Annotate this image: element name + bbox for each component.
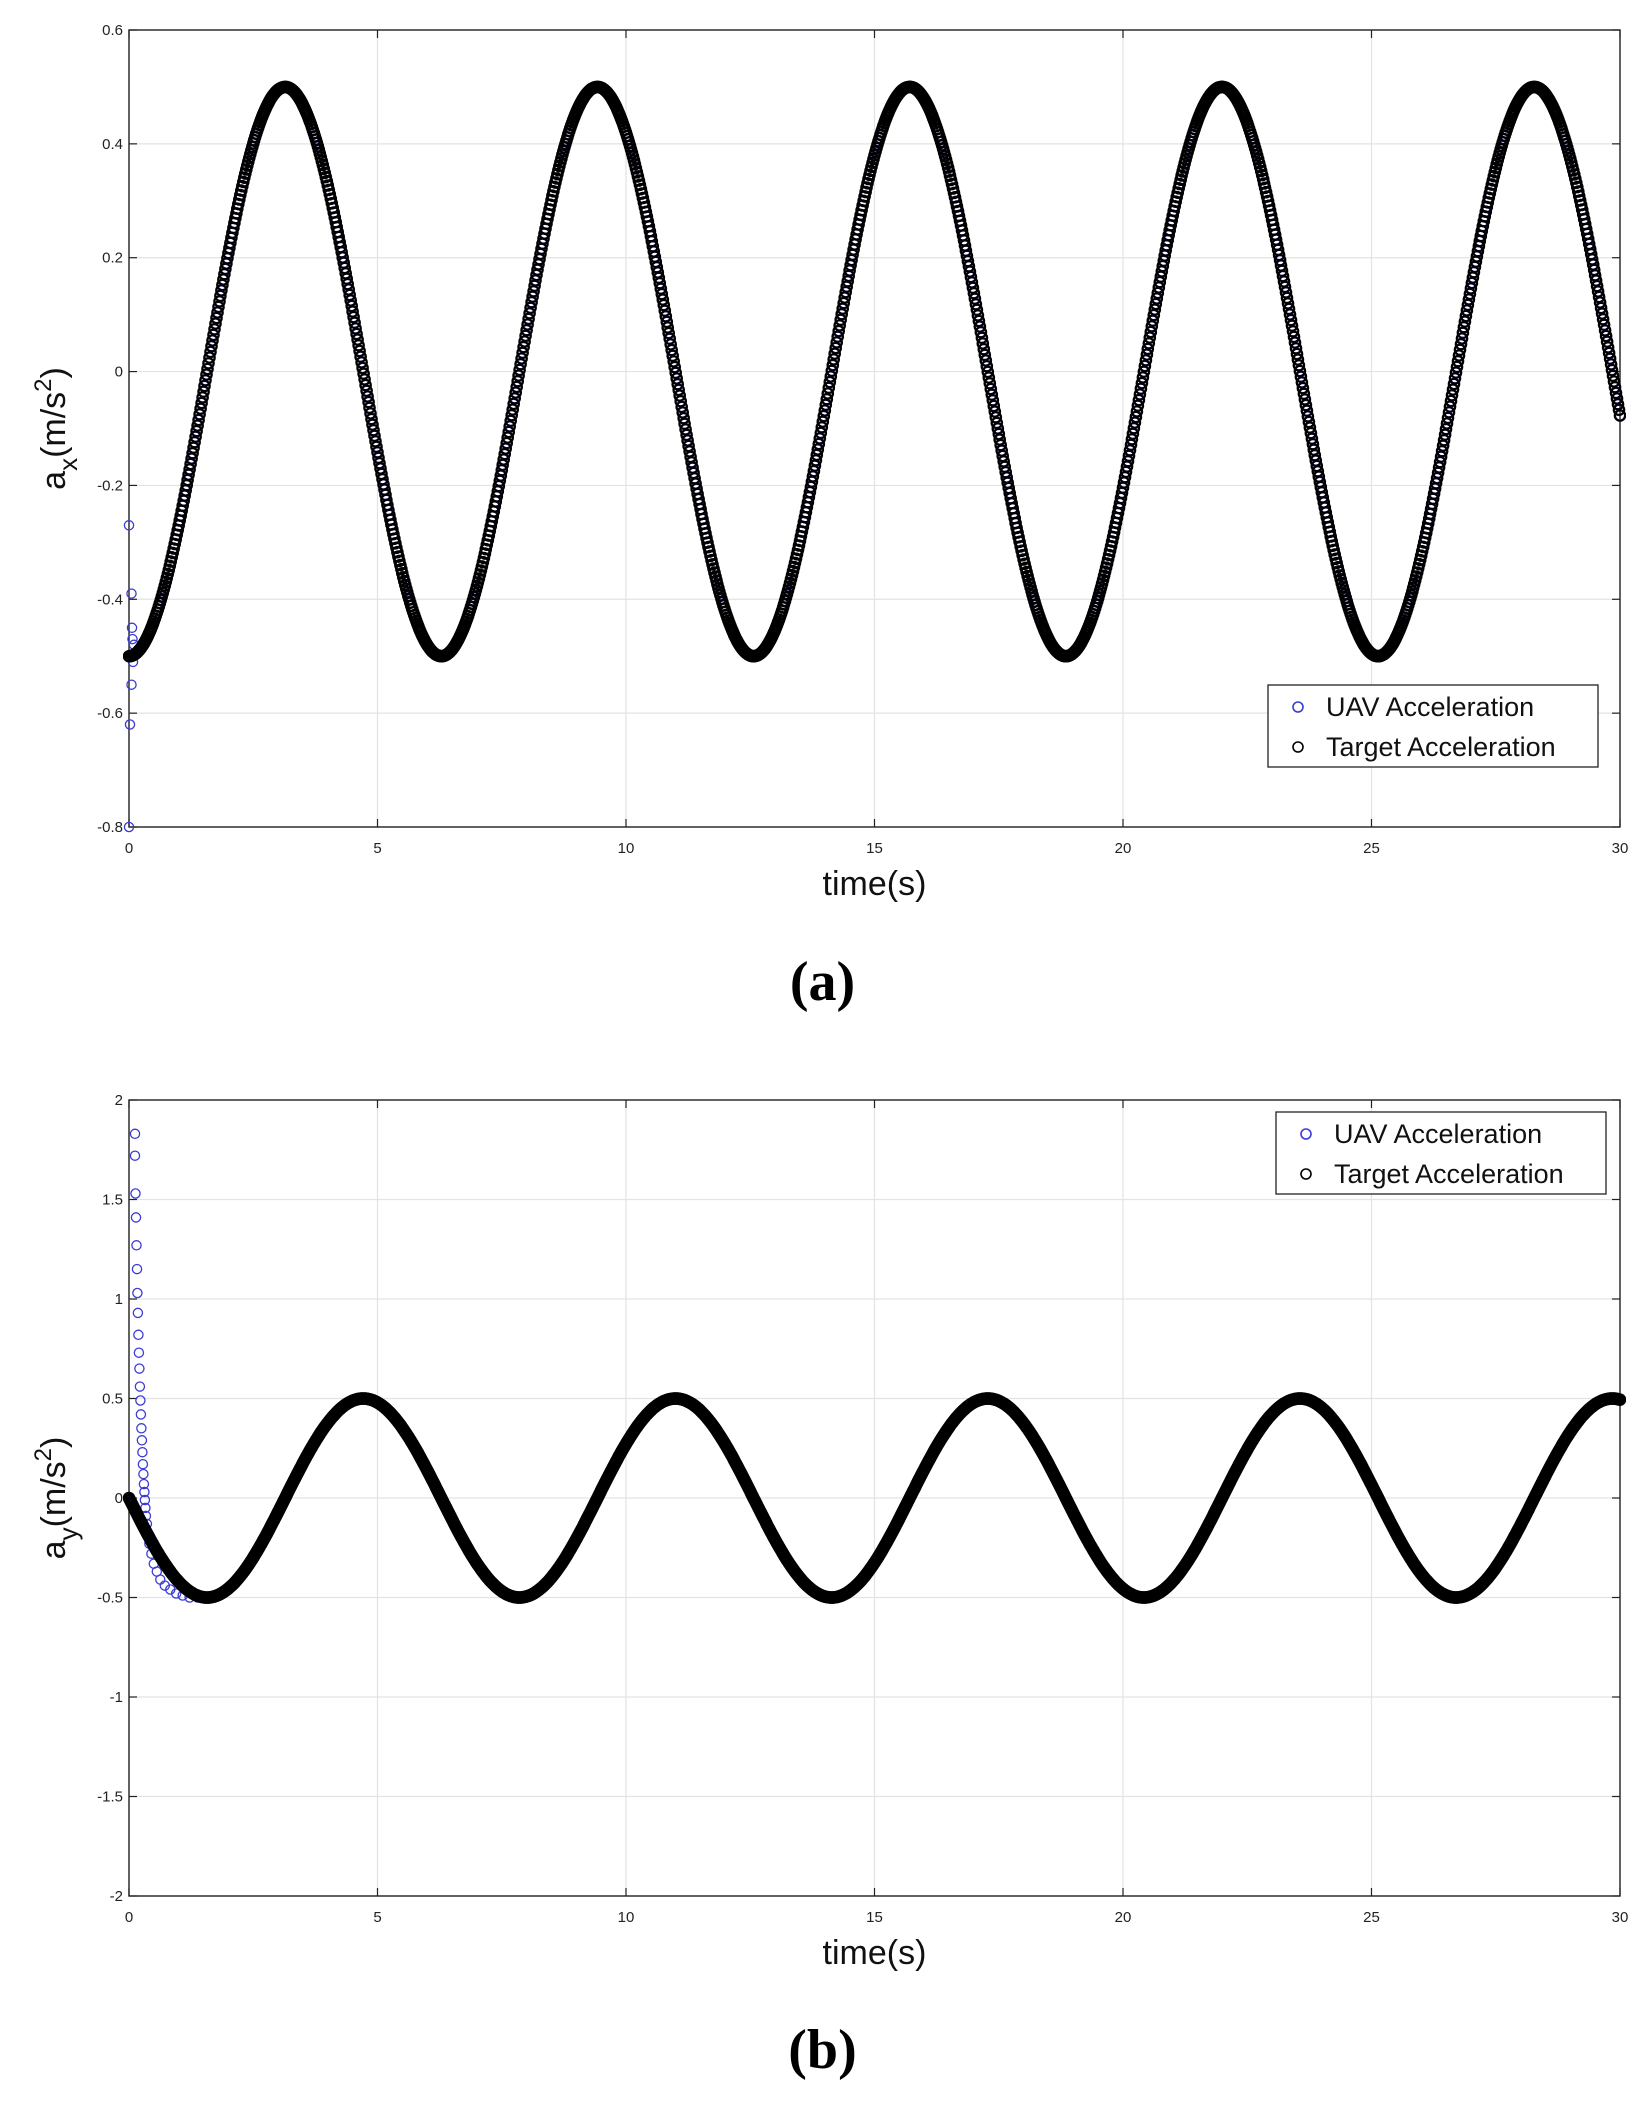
y-tick-label: 0.5 <box>102 1391 123 1408</box>
x-tick-label: 0 <box>125 840 133 857</box>
x-tick-label: 0 <box>125 1909 133 1926</box>
y-tick-label: -0.4 <box>97 591 123 608</box>
uav-transient-point <box>132 1265 141 1274</box>
uav-transient-point <box>134 1348 143 1357</box>
uav-transient-point <box>137 1436 146 1445</box>
uav-transient-point <box>134 1330 143 1339</box>
y-label-unit-close: ) <box>35 367 73 378</box>
uav-transient-point <box>135 1364 144 1373</box>
y-tick-label: 1 <box>115 1291 123 1308</box>
panel-a-caption: (a) <box>0 950 1645 1014</box>
y-label-unit-close: ) <box>35 1437 73 1448</box>
y-tick-label: 1.5 <box>102 1192 123 1209</box>
x-tick-label: 10 <box>618 1909 635 1926</box>
grid <box>129 1100 1620 1896</box>
y-tick-label: -0.5 <box>97 1590 123 1607</box>
y-label-unit: (m/s <box>35 1461 73 1527</box>
uav-transient-point <box>138 1448 147 1457</box>
x-tick-label: 30 <box>1612 1909 1629 1926</box>
x-axis-label: time(s) <box>823 1934 927 1972</box>
chart-panel-a: 0 5 10 15 20 25 30 -0.8 -0.6 -0.4 -0.2 0 0.2 0.4 0.6 ti… <box>0 0 1645 1060</box>
uav-transient-point <box>136 1410 145 1419</box>
uav-transient-point <box>139 1470 148 1479</box>
legend: UAV Acceleration Target Acceleration <box>1268 685 1598 767</box>
x-tick-label: 5 <box>373 840 381 857</box>
x-tick-label: 20 <box>1115 840 1132 857</box>
uav-transient-point <box>132 1241 141 1250</box>
uav-transient-point <box>137 1424 146 1433</box>
y-label-superscript: 2 <box>30 1448 57 1461</box>
y-tick-label: 0.2 <box>102 250 123 267</box>
y-tick-label: -0.8 <box>97 819 123 836</box>
y-axis-label: ay(m/s2) <box>30 1437 83 1560</box>
x-tick-label: 15 <box>866 840 883 857</box>
x-tick-label: 5 <box>373 1909 381 1926</box>
uav-transient-point <box>127 589 136 598</box>
x-axis-label: time(s) <box>823 865 927 903</box>
chart-a-svg: 0 5 10 15 20 25 30 -0.8 -0.6 -0.4 -0.2 0 0.2 0.4 0.6 ti… <box>0 0 1645 1060</box>
legend-label: UAV Acceleration <box>1326 692 1534 722</box>
uav-transient-point <box>136 1396 145 1405</box>
y-axis-label: ax(m/s2) <box>30 367 83 490</box>
y-label-base: a <box>35 1540 73 1559</box>
uav-transient-point <box>125 720 134 729</box>
uav-transient-point <box>131 1189 140 1198</box>
y-tick-label: -1 <box>110 1689 123 1706</box>
y-label-subscript: y <box>53 1527 83 1540</box>
y-tick-label: 0.4 <box>102 136 123 153</box>
uav-transient-point <box>156 1575 165 1584</box>
legend-label: Target Acceleration <box>1326 732 1556 762</box>
y-tick-label: 0 <box>115 1490 123 1507</box>
y-tick-label: -2 <box>110 1888 123 1905</box>
x-tick-label: 25 <box>1363 1909 1380 1926</box>
x-tick-label: 30 <box>1612 840 1629 857</box>
x-tick-label: 15 <box>866 1909 883 1926</box>
x-tick-label: 25 <box>1363 840 1380 857</box>
y-tick-label: -0.6 <box>97 705 123 722</box>
x-tick-label: 20 <box>1115 1909 1132 1926</box>
uav-transient-point <box>133 1308 142 1317</box>
y-label-base: a <box>35 471 73 490</box>
y-tick-label: -0.2 <box>97 477 123 494</box>
uav-transient-point <box>133 1288 142 1297</box>
x-tick-label: 10 <box>618 840 635 857</box>
y-label-superscript: 2 <box>30 378 57 391</box>
y-tick-label: 2 <box>115 1092 123 1109</box>
uav-transient-point <box>130 1151 139 1160</box>
y-label-subscript: x <box>53 458 83 471</box>
y-tick-label: 0.6 <box>102 22 123 39</box>
uav-transient-point <box>135 1382 144 1391</box>
uav-transient-point <box>131 1213 140 1222</box>
y-tick-label: -1.5 <box>97 1789 123 1806</box>
uav-transient-point <box>127 680 136 689</box>
panel-a-label: a <box>809 951 837 1013</box>
chart-b-svg: 0 5 10 15 20 25 30 -2 -1.5 -1 -0.5 0 0.5 1 1.5 2 time(s)… <box>0 1066 1645 2126</box>
uav-transient-point <box>130 1129 139 1138</box>
chart-panel-b: 0 5 10 15 20 25 30 -2 -1.5 -1 -0.5 0 0.5 1 1.5 2 time(s)… <box>0 1066 1645 2126</box>
y-label-unit: (m/s <box>35 392 73 458</box>
uav-transient-point <box>138 1460 147 1469</box>
y-tick-label: 0 <box>115 364 123 381</box>
